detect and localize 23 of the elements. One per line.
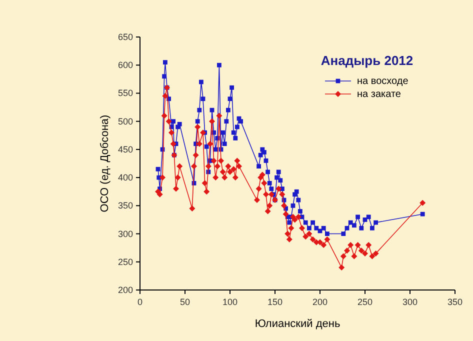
legend-label: на восходе	[357, 76, 409, 87]
x-tick-label: 200	[312, 297, 328, 307]
x-tick-label: 50	[180, 297, 190, 307]
y-tick-label: 350	[118, 200, 133, 211]
x-tick-label: 150	[267, 297, 283, 307]
y-tick-label: 250	[118, 256, 133, 267]
x-axis-title: Юлианский день	[254, 318, 340, 330]
y-tick-label: 300	[118, 228, 133, 239]
text: Анадырь 2012	[320, 53, 414, 68]
y-tick-label: 450	[118, 144, 133, 154]
y-tick-label: 200	[118, 285, 133, 295]
y-tick-label: 550	[118, 88, 133, 98]
legend-label: на закате	[357, 89, 402, 100]
y-tick-label: 400	[118, 172, 133, 183]
y-axis-title: ОСО (ед. Добсона)	[99, 114, 111, 212]
x-tick-label: 250	[357, 297, 373, 307]
x-tick-label: 0	[137, 297, 143, 307]
x-tick-label: 350	[447, 297, 463, 307]
y-tick-label: 500	[118, 116, 133, 126]
x-tick-label: 300	[402, 297, 418, 307]
y-tick-label: 600	[118, 60, 133, 70]
y-tick-label: 650	[118, 32, 133, 42]
x-tick-label: 100	[222, 297, 238, 307]
